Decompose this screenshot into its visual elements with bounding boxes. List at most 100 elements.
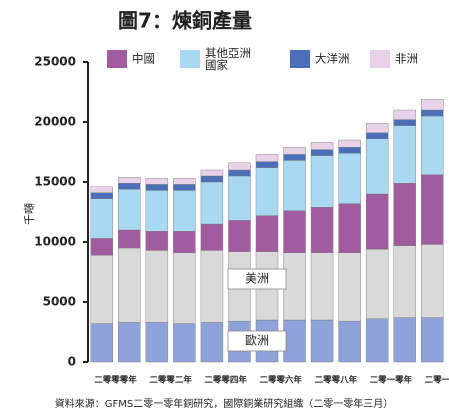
bar-segment (365, 132, 389, 140)
bar-segment (393, 109, 416, 120)
bar-segment (118, 176, 141, 184)
bar-segment (200, 169, 224, 177)
bar-segment (118, 188, 141, 231)
x-tick-label: 二零零零年 (94, 375, 137, 386)
bar-segment (393, 119, 416, 126)
series-label: 歐洲 (245, 333, 269, 348)
bar-segment (173, 230, 196, 253)
legend-swatch (370, 50, 390, 68)
bar-segment (310, 142, 334, 150)
y-tick-label: 20000 (34, 115, 76, 129)
bar-segment (173, 190, 196, 232)
bar-segment (145, 184, 169, 191)
bar-segment (283, 210, 306, 254)
series-label-box (227, 330, 287, 352)
bar-segment (118, 229, 141, 249)
bar-segment (283, 146, 306, 155)
bar-segment (393, 317, 416, 363)
bar-segment (90, 238, 113, 256)
bar-segment (90, 192, 113, 200)
bar-segment (255, 167, 279, 216)
bar-segment (421, 317, 444, 363)
bar-segment (338, 152, 361, 204)
x-tick-label: 二零一二年 (425, 375, 449, 386)
bar-segment (173, 323, 196, 363)
bar-segment (310, 252, 334, 321)
y-axis-label: 千噸 (22, 203, 36, 225)
y-tick-label: 25000 (34, 55, 76, 69)
x-tick-label: 二零零二年 (149, 375, 192, 386)
bar-segment (90, 254, 113, 324)
chart-title: 圖7：煉銅產量 (118, 9, 252, 33)
bar-segment (421, 174, 444, 245)
bar-segment (421, 109, 444, 117)
x-tick-label: 二零零四年 (204, 375, 247, 386)
bar-segment (365, 248, 389, 319)
x-tick-label: 二零一零年 (370, 375, 413, 386)
bar-segment (228, 169, 251, 177)
bar-segment (200, 250, 224, 323)
series-label: 美洲 (245, 272, 269, 286)
bar-segment (200, 223, 224, 251)
bar-segment (283, 319, 306, 363)
bar-segment (338, 321, 361, 363)
bar-segment (310, 149, 334, 156)
bar-segment (421, 115, 444, 175)
bar-segment (421, 244, 444, 318)
bar-segment (283, 160, 306, 211)
bar-segment (145, 322, 169, 363)
bar-segment (118, 182, 141, 190)
legend-swatch (290, 50, 310, 68)
bar-segment (310, 206, 334, 253)
bar-segment (393, 245, 416, 318)
legend-label: 其他亞洲國家 (205, 46, 251, 72)
legend-label: 中國 (132, 52, 155, 66)
bar-segment (310, 155, 334, 208)
source-note: 資料來源：GFMS二零一零年銅研究，國際銅業研究組織（二零一零年三月） (55, 397, 393, 410)
bar-segment (200, 322, 224, 363)
x-tick-label: 二零零八年 (315, 375, 358, 386)
bar-segment (228, 220, 251, 252)
bar-segment (118, 247, 141, 323)
y-tick-label: 15000 (34, 175, 76, 189)
bar-segment (200, 175, 224, 183)
bar-segment (393, 182, 416, 246)
bar-segment (255, 154, 279, 162)
series-label-box (227, 268, 287, 290)
bar-segment (365, 122, 389, 133)
bar-segment (173, 252, 196, 324)
bar-segment (173, 178, 196, 185)
bar-segment (365, 193, 389, 250)
y-tick-label: 10000 (34, 235, 76, 249)
bar-segment (365, 138, 389, 195)
bar-segment (310, 319, 334, 363)
y-tick-label: 0 (68, 355, 76, 369)
bar-segment (145, 190, 169, 232)
legend-label: 大洋洲 (315, 52, 350, 66)
bar-segment (118, 322, 141, 363)
bar-segment (90, 198, 113, 239)
bar-segment (283, 252, 306, 321)
bar-segment (228, 162, 251, 171)
bar-segment (283, 154, 306, 161)
legend-label: 非洲 (395, 52, 418, 66)
bar-segment (365, 318, 389, 363)
legend-swatch (107, 50, 127, 68)
bar-segment (338, 203, 361, 254)
bar-segment (228, 175, 251, 221)
bar-segment (338, 139, 361, 148)
bar-segment (90, 323, 113, 363)
legend-swatch (180, 50, 200, 68)
bar-segment (145, 250, 169, 323)
y-tick-label: 5000 (43, 295, 76, 309)
bar-segment (200, 181, 224, 225)
bar-segment (421, 98, 444, 111)
bar-segment (393, 125, 416, 184)
bar-segment (255, 215, 279, 252)
bar-segment (145, 230, 169, 251)
bar-segment (145, 178, 169, 185)
x-tick-label: 二零零六年 (260, 375, 303, 386)
bar-segment (255, 161, 279, 168)
bar-segment (338, 252, 361, 322)
